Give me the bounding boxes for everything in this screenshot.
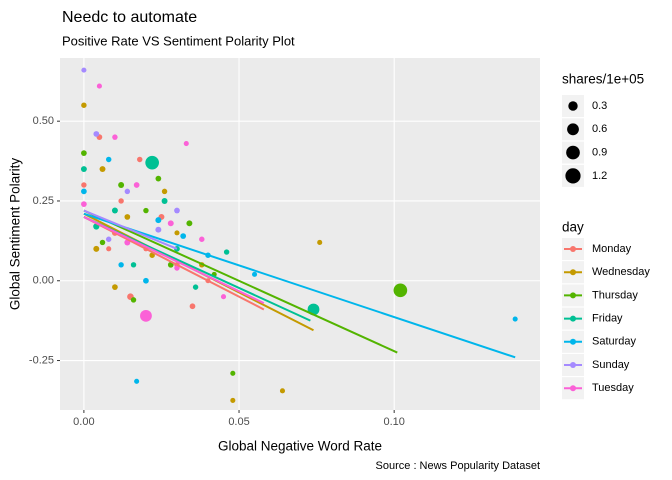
point: [223, 249, 230, 255]
point: [140, 309, 152, 322]
point: [81, 102, 87, 108]
legend-key-dot: [570, 246, 576, 252]
fit-line: [83, 209, 178, 250]
point: [134, 378, 140, 384]
point: [155, 175, 162, 182]
point: [512, 316, 518, 322]
point: [161, 188, 168, 195]
point: [251, 271, 258, 277]
point: [230, 370, 236, 376]
caption: Source : News Popularity Dataset: [376, 460, 540, 472]
legend-label: Wednesday: [592, 266, 650, 278]
legend-label: Friday: [592, 313, 623, 325]
point: [81, 188, 87, 195]
point: [118, 262, 124, 268]
legend-label: Sunday: [592, 359, 630, 371]
point: [124, 188, 131, 195]
point: [199, 236, 205, 242]
legend-size-key: [567, 123, 579, 136]
point: [155, 217, 162, 224]
point: [124, 214, 131, 220]
legend-label: 0.3: [592, 100, 607, 112]
x-tick-label: 0.10: [383, 416, 404, 428]
point: [112, 134, 118, 140]
point: [118, 198, 124, 204]
color-legend-title: day: [562, 220, 584, 235]
point: [99, 166, 106, 173]
point: [105, 156, 112, 163]
point: [93, 131, 100, 137]
x-axis-label: Global Negative Word Rate: [218, 439, 382, 454]
point: [180, 233, 187, 239]
point: [81, 150, 87, 156]
x-tick-label: 0.05: [228, 416, 249, 428]
fit-line: [83, 209, 398, 354]
point: [189, 303, 196, 310]
point: [105, 236, 112, 242]
point: [96, 83, 102, 89]
point: [317, 239, 323, 246]
legend-key-dot: [570, 292, 576, 299]
y-tick-label: 0.25: [33, 195, 54, 207]
point: [167, 220, 174, 227]
point: [220, 294, 227, 300]
legend-key-dot: [570, 385, 576, 392]
legend-label: 0.9: [592, 147, 607, 159]
legend-key-dot: [570, 338, 576, 345]
point: [81, 182, 87, 188]
point: [130, 297, 137, 303]
fit-line: [83, 212, 516, 359]
point: [192, 284, 199, 290]
point: [112, 284, 118, 290]
point: [81, 67, 87, 73]
fit-line: [83, 216, 265, 304]
point: [143, 277, 149, 284]
chart-title: Needc to automate: [62, 9, 197, 26]
chart-subtitle: Positive Rate VS Sentiment Polarity Plot: [62, 33, 295, 48]
point: [230, 397, 236, 403]
point: [111, 207, 118, 214]
legend-label: 1.2: [592, 170, 607, 182]
point: [149, 252, 155, 258]
point: [106, 246, 112, 252]
y-tick-label: 0.00: [33, 275, 54, 287]
point: [133, 182, 140, 188]
legend-key-dot: [570, 315, 576, 322]
legend-size-key: [565, 168, 581, 184]
y-tick-label: -0.25: [29, 354, 54, 366]
point: [143, 207, 149, 214]
legend-label: Thursday: [592, 289, 638, 301]
point: [145, 155, 159, 170]
point: [279, 388, 286, 394]
point: [174, 265, 180, 271]
point: [93, 245, 100, 252]
x-tick-label: 0.00: [73, 416, 94, 428]
legend-label: Monday: [592, 243, 632, 255]
point: [155, 226, 162, 233]
panel: [60, 58, 540, 410]
legend-key-dot: [570, 362, 576, 368]
point: [130, 262, 137, 268]
legend-size-key: [568, 101, 578, 111]
legend-label: 0.6: [592, 123, 607, 135]
point: [99, 239, 106, 246]
legend-size-key: [566, 145, 580, 160]
point: [186, 220, 193, 227]
point: [118, 182, 125, 188]
y-tick-label: 0.50: [33, 115, 54, 127]
point: [393, 283, 408, 298]
y-axis-label: Global Sentiment Polarity: [8, 158, 23, 311]
point: [183, 140, 189, 147]
point: [81, 201, 87, 208]
point: [80, 166, 87, 173]
point: [174, 207, 180, 214]
point: [137, 156, 143, 163]
size-legend-title: shares/1e+05: [562, 72, 644, 87]
point: [174, 230, 180, 236]
point: [161, 197, 168, 204]
legend-label: Saturday: [592, 336, 637, 348]
legend-label: Tuesday: [592, 382, 634, 394]
legend-key-dot: [570, 269, 576, 276]
